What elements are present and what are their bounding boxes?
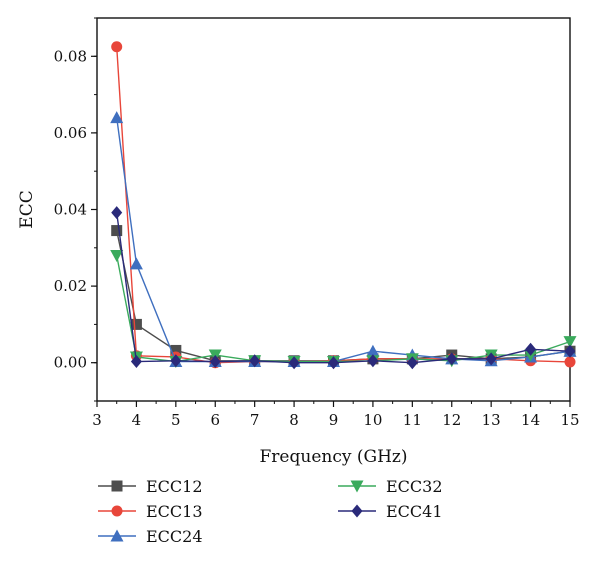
y-tick-label: 0.04 <box>54 201 87 219</box>
data-point <box>446 352 458 366</box>
legend-item-ecc13: ECC13 <box>98 502 203 521</box>
x-tick-label: 6 <box>210 411 220 429</box>
data-point <box>328 356 339 370</box>
x-tick-label: 5 <box>171 411 181 429</box>
data-point <box>130 355 142 369</box>
y-tick-label: 0.06 <box>54 124 87 142</box>
data-point <box>564 356 576 368</box>
x-tick-label: 7 <box>250 411 260 429</box>
data-point <box>485 352 497 366</box>
y-axis-label: ECC <box>17 190 37 228</box>
series-ecc41 <box>111 206 576 370</box>
x-axis-ticks: 3 4 5 6 7 8 9 10 11 12 13 14 15 <box>92 401 580 429</box>
data-point <box>249 354 261 368</box>
y-axis-ticks: 0.00 0.02 0.04 0.06 0.08 <box>54 17 97 402</box>
x-tick-label: 9 <box>329 411 339 429</box>
x-tick-label: 10 <box>363 411 382 429</box>
x-tick-label: 8 <box>289 411 299 429</box>
data-point <box>367 354 379 368</box>
data-point <box>111 225 123 237</box>
legend-item-ecc24: ECC24 <box>98 527 203 546</box>
data-point <box>130 318 142 330</box>
x-tick-label: 15 <box>560 411 579 429</box>
data-point <box>563 336 577 349</box>
legend-marker <box>111 480 123 492</box>
x-tick-label: 4 <box>132 411 142 429</box>
y-tick-label: 0.00 <box>54 354 87 372</box>
data-point <box>110 111 124 124</box>
legend-label: ECC32 <box>386 477 443 496</box>
series-line <box>116 230 571 362</box>
series-layer <box>110 41 577 370</box>
legend-label: ECC24 <box>146 527 203 546</box>
data-point <box>170 354 182 368</box>
data-point <box>366 344 380 357</box>
series-line <box>116 255 571 363</box>
legend-marker <box>110 529 124 542</box>
x-tick-label: 13 <box>482 411 501 429</box>
data-point <box>406 356 418 370</box>
data-point <box>170 344 182 356</box>
series-ecc12 <box>111 225 576 367</box>
series-ecc24 <box>110 111 577 368</box>
data-point <box>288 356 300 370</box>
x-tick-label: 3 <box>92 411 102 429</box>
legend-label: ECC41 <box>386 502 443 521</box>
y-tick-label: 0.08 <box>54 47 87 65</box>
legend-item-ecc32: ECC32 <box>338 477 443 496</box>
y-tick-label: 0.02 <box>54 277 87 295</box>
legend: ECC12 ECC13 ECC24 ECC32 ECC41 <box>98 477 443 546</box>
data-point <box>129 257 143 270</box>
series-ecc13 <box>111 41 576 369</box>
x-axis-label: Frequency (GHz) <box>260 447 408 467</box>
legend-marker <box>351 504 363 518</box>
legend-item-ecc12: ECC12 <box>98 477 203 496</box>
legend-marker <box>111 505 123 517</box>
x-tick-label: 14 <box>521 411 540 429</box>
x-tick-label: 11 <box>403 411 422 429</box>
data-point <box>209 355 221 369</box>
series-line <box>116 212 571 364</box>
legend-marker <box>350 480 364 493</box>
data-point <box>110 249 124 262</box>
data-point <box>564 344 576 358</box>
series-line <box>116 117 571 363</box>
legend-item-ecc41: ECC41 <box>338 502 443 521</box>
data-point <box>111 41 123 53</box>
data-point <box>525 342 537 356</box>
series-line <box>116 46 571 364</box>
x-tick-label: 12 <box>442 411 461 429</box>
data-point <box>111 206 123 220</box>
legend-label: ECC13 <box>146 502 203 521</box>
legend-label: ECC12 <box>146 477 203 496</box>
